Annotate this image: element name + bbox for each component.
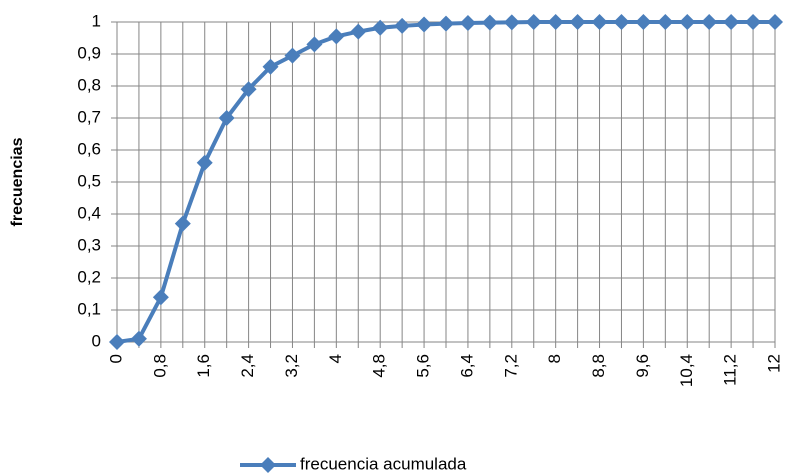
marker — [196, 154, 213, 171]
marker — [152, 289, 169, 306]
x-tick-label: 1,6 — [194, 354, 213, 378]
marker — [745, 14, 762, 30]
x-tick-label: 10,4 — [677, 354, 696, 387]
marker — [240, 81, 257, 98]
y-axis-label: frecuencias — [9, 137, 26, 226]
x-tick-label: 9,6 — [633, 354, 652, 378]
x-tick-label: 0 — [106, 354, 125, 363]
marker — [350, 23, 367, 40]
marker — [657, 14, 674, 30]
marker — [109, 334, 125, 350]
legend-label: frecuencia acumulada — [300, 454, 467, 473]
marker — [613, 14, 630, 30]
x-tick-label: 7,2 — [501, 354, 520, 378]
x-tick-label: 0,8 — [150, 354, 169, 378]
marker — [679, 14, 696, 30]
marker — [525, 14, 542, 30]
x-tick-label: 6,4 — [457, 354, 476, 378]
x-tick-label: 4,8 — [370, 354, 389, 378]
legend-marker — [260, 457, 276, 473]
marker — [306, 36, 323, 53]
y-tick-label: 0,9 — [77, 43, 101, 62]
y-tick-label: 0 — [92, 331, 101, 350]
y-tick-label: 0,5 — [77, 171, 101, 190]
marker — [481, 14, 498, 31]
marker — [174, 215, 191, 232]
marker — [459, 14, 476, 31]
marker — [328, 28, 345, 45]
x-tick-label: 5,6 — [414, 354, 433, 378]
marker — [438, 15, 454, 32]
y-tick-label: 0,1 — [77, 299, 101, 318]
x-tick-label: 3,2 — [282, 354, 301, 378]
marker — [394, 17, 411, 34]
y-tick-label: 0,4 — [77, 203, 101, 222]
x-tick-label: 11,2 — [721, 354, 740, 386]
marker — [130, 330, 147, 347]
marker — [218, 110, 235, 126]
y-tick-label: 0,3 — [77, 235, 101, 254]
marker — [723, 14, 740, 30]
y-tick-label: 0,8 — [77, 75, 101, 94]
marker — [262, 58, 279, 75]
marker — [701, 14, 718, 30]
marker — [284, 47, 301, 64]
marker — [591, 14, 608, 30]
y-tick-label: 0,7 — [77, 107, 101, 126]
y-tick-label: 0,2 — [77, 267, 101, 286]
marker — [416, 16, 433, 33]
marker — [767, 14, 783, 30]
x-tick-label: 4 — [326, 354, 345, 363]
marker — [547, 14, 564, 30]
marker — [372, 19, 389, 36]
marker — [503, 14, 520, 31]
x-tick-label: 8 — [545, 354, 564, 363]
x-tick-label: 8,8 — [589, 354, 608, 378]
x-tick-label: 2,4 — [238, 354, 257, 378]
marker — [635, 14, 652, 30]
marker — [569, 14, 586, 30]
x-tick-label: 12 — [764, 354, 783, 373]
y-tick-label: 1 — [92, 11, 101, 30]
y-tick-label: 0,6 — [77, 139, 101, 158]
